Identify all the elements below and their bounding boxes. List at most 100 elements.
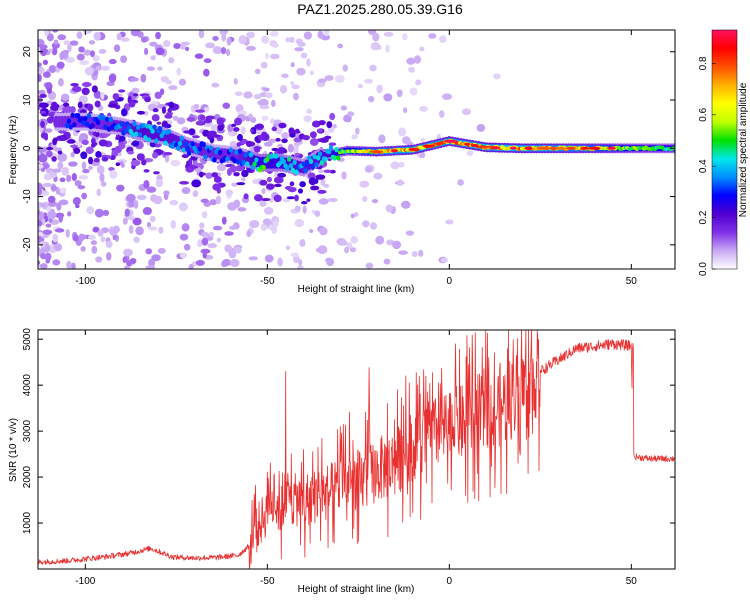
ridge-core bbox=[317, 151, 323, 157]
ridge-hotspot bbox=[536, 146, 551, 150]
snr-y-tick-label: 2000 bbox=[22, 466, 33, 489]
ridge-scatter-blob bbox=[309, 131, 317, 139]
ridge-scatter-blob bbox=[231, 123, 237, 127]
ridge-core bbox=[203, 154, 208, 160]
ridge-scatter-blob bbox=[156, 121, 162, 125]
noise-blob bbox=[439, 110, 445, 118]
noise-blob bbox=[42, 71, 51, 78]
noise-blob bbox=[181, 186, 191, 195]
noise-blob bbox=[126, 193, 136, 203]
ridge-core bbox=[308, 158, 314, 164]
noise-blob bbox=[92, 55, 100, 62]
noise-blob bbox=[57, 78, 64, 87]
ridge-scatter-blob bbox=[152, 107, 159, 113]
noise-blob bbox=[317, 78, 327, 83]
noise-blob bbox=[96, 188, 102, 197]
ridge-scatter-blob bbox=[245, 140, 253, 147]
spectrogram-y-tick-label: 0 bbox=[22, 145, 33, 151]
ridge-scatter-blob bbox=[77, 101, 83, 109]
noise-blob bbox=[225, 48, 231, 57]
noise-blob bbox=[337, 43, 343, 49]
ridge-hotspot bbox=[565, 146, 577, 150]
noise-blob bbox=[127, 138, 132, 144]
snr-ticks: -100 -50 0 50 1000 2000 3000 4000 5000 bbox=[22, 328, 675, 587]
noise-blob bbox=[396, 179, 404, 186]
noise-blob bbox=[51, 42, 60, 49]
noise-blob bbox=[106, 252, 112, 261]
noise-blob bbox=[231, 182, 238, 187]
ridge-scatter-blob bbox=[73, 147, 81, 154]
spectrogram-y-tick-label: -20 bbox=[22, 237, 33, 252]
ridge-core bbox=[108, 116, 114, 123]
noise-blob bbox=[51, 168, 62, 173]
ridge-scatter-blob bbox=[281, 138, 288, 144]
ridge-scatter-blob bbox=[52, 137, 57, 146]
figure-title: PAZ1.2025.280.05.39.G16 bbox=[297, 1, 463, 17]
noise-blob bbox=[349, 247, 357, 253]
ridge-scatter-blob bbox=[90, 137, 96, 145]
noise-blob bbox=[362, 196, 368, 203]
ridge-scatter-blob bbox=[91, 85, 98, 93]
noise-blob bbox=[392, 240, 402, 250]
ridge-hotspot bbox=[471, 143, 479, 147]
ridge-core bbox=[79, 116, 84, 122]
noise-blob bbox=[59, 187, 67, 194]
noise-blob bbox=[66, 260, 72, 269]
noise-blob bbox=[240, 177, 246, 182]
noise-blob bbox=[116, 32, 122, 41]
ridge-scatter-blob bbox=[317, 189, 327, 194]
noise-blob bbox=[95, 65, 102, 71]
noise-blob bbox=[398, 250, 408, 255]
snr-series-line bbox=[38, 330, 675, 569]
noise-blob bbox=[58, 199, 69, 206]
noise-blob bbox=[157, 66, 163, 71]
noise-blob bbox=[179, 252, 188, 259]
noise-blob bbox=[263, 206, 274, 215]
ridge-scatter-blob bbox=[70, 144, 78, 148]
noise-blob bbox=[71, 262, 76, 269]
snr-x-tick-label: -100 bbox=[75, 576, 95, 587]
ridge-scatter-blob bbox=[259, 179, 268, 186]
ridge-scatter-blob bbox=[163, 151, 173, 156]
ridge-hotspot bbox=[433, 142, 444, 146]
noise-blob bbox=[150, 55, 156, 61]
noise-blob bbox=[122, 256, 127, 263]
noise-blob bbox=[293, 145, 299, 155]
noise-blob bbox=[212, 225, 223, 231]
ridge-core bbox=[186, 150, 192, 156]
ridge-hotspot bbox=[580, 146, 590, 150]
noise-blob bbox=[290, 252, 300, 258]
ridge-core bbox=[166, 128, 172, 135]
ridge-core bbox=[146, 137, 152, 143]
ridge-scatter-blob bbox=[136, 110, 145, 115]
ridge-scatter-blob bbox=[277, 172, 287, 178]
noise-blob bbox=[296, 67, 306, 76]
noise-blob bbox=[408, 66, 415, 73]
noise-blob bbox=[269, 118, 276, 125]
noise-blob bbox=[93, 31, 102, 41]
noise-blob bbox=[88, 165, 93, 171]
ridge-core bbox=[312, 154, 317, 160]
spectrogram-y-tick-label: -10 bbox=[22, 189, 33, 204]
noise-blob bbox=[221, 33, 227, 42]
noise-blob bbox=[259, 200, 267, 208]
ridge-core bbox=[101, 114, 106, 121]
noise-blob bbox=[279, 84, 288, 94]
spectrogram-x-tick-label: -50 bbox=[260, 276, 275, 287]
snr-x-tick-label: 0 bbox=[447, 576, 453, 587]
noise-blob bbox=[340, 105, 348, 111]
ridge-core bbox=[277, 160, 283, 166]
noise-blob bbox=[59, 177, 66, 183]
noise-blob bbox=[92, 226, 100, 233]
ridge-scatter-blob bbox=[131, 141, 139, 146]
noise-blob bbox=[216, 237, 221, 243]
noise-blob bbox=[419, 46, 425, 52]
noise-blob bbox=[415, 79, 422, 86]
noise-blob bbox=[181, 223, 190, 232]
noise-blob bbox=[112, 225, 120, 234]
noise-blob bbox=[47, 195, 56, 204]
noise-blob bbox=[372, 32, 380, 42]
noise-blob bbox=[226, 36, 232, 46]
noise-blob bbox=[234, 91, 243, 96]
noise-blob bbox=[56, 202, 62, 211]
